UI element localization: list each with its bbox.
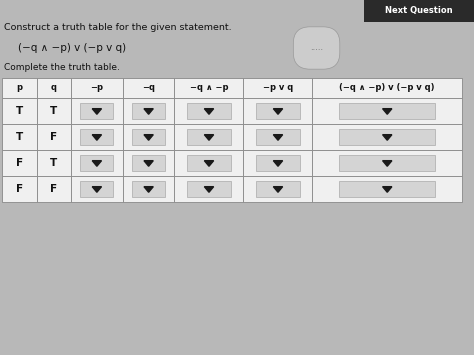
Bar	[132, 155, 165, 171]
Bar	[187, 103, 231, 119]
Bar	[312, 150, 462, 176]
Bar	[80, 155, 113, 171]
Text: T: T	[50, 106, 57, 116]
Bar	[71, 150, 123, 176]
Bar	[174, 176, 244, 202]
Polygon shape	[144, 161, 153, 166]
Polygon shape	[144, 135, 153, 140]
Text: Complete the truth table.: Complete the truth table.	[4, 64, 120, 72]
Bar	[71, 78, 123, 98]
Bar	[244, 124, 312, 150]
Polygon shape	[92, 135, 101, 140]
Text: −p v q: −p v q	[263, 83, 293, 93]
Bar	[2, 78, 36, 98]
Bar	[339, 181, 435, 197]
Bar	[312, 78, 462, 98]
Bar	[339, 155, 435, 171]
Bar	[132, 103, 165, 119]
Bar	[244, 176, 312, 202]
Polygon shape	[144, 187, 153, 192]
Bar	[36, 78, 71, 98]
Polygon shape	[144, 109, 153, 114]
Bar	[174, 98, 244, 124]
Polygon shape	[273, 187, 283, 192]
Bar	[256, 155, 300, 171]
Text: F: F	[50, 132, 57, 142]
Bar	[187, 181, 231, 197]
Bar	[80, 103, 113, 119]
Text: −p: −p	[91, 83, 103, 93]
Bar	[132, 129, 165, 145]
Text: T: T	[50, 158, 57, 168]
Polygon shape	[92, 187, 101, 192]
Text: (−q ∧ −p) v (−p v q): (−q ∧ −p) v (−p v q)	[18, 43, 126, 53]
Polygon shape	[273, 135, 283, 140]
Polygon shape	[92, 161, 101, 166]
Bar	[174, 150, 244, 176]
Polygon shape	[273, 161, 283, 166]
Polygon shape	[204, 161, 214, 166]
Text: (−q ∧ −p) v (−p v q): (−q ∧ −p) v (−p v q)	[339, 83, 435, 93]
Bar	[80, 129, 113, 145]
Bar	[132, 181, 165, 197]
Bar	[187, 155, 231, 171]
Text: F: F	[16, 158, 23, 168]
Bar	[123, 176, 174, 202]
Bar	[123, 150, 174, 176]
Polygon shape	[273, 109, 283, 114]
Polygon shape	[383, 161, 392, 166]
Bar	[339, 129, 435, 145]
FancyBboxPatch shape	[364, 0, 474, 22]
Bar	[244, 98, 312, 124]
Bar	[256, 103, 300, 119]
Polygon shape	[383, 135, 392, 140]
Bar	[339, 103, 435, 119]
Text: −q: −q	[142, 83, 155, 93]
Polygon shape	[383, 187, 392, 192]
Bar	[2, 98, 36, 124]
Bar	[123, 124, 174, 150]
Bar	[71, 124, 123, 150]
Bar	[187, 129, 231, 145]
Text: q: q	[51, 83, 57, 93]
Text: F: F	[50, 184, 57, 194]
Bar	[312, 98, 462, 124]
Bar	[36, 150, 71, 176]
Bar	[123, 98, 174, 124]
Bar	[36, 176, 71, 202]
Text: T: T	[16, 132, 23, 142]
Bar	[312, 124, 462, 150]
Text: T: T	[16, 106, 23, 116]
Text: −q ∧ −p: −q ∧ −p	[190, 83, 228, 93]
Polygon shape	[92, 109, 101, 114]
Polygon shape	[383, 109, 392, 114]
Bar	[2, 150, 36, 176]
Text: p: p	[16, 83, 22, 93]
Bar	[2, 176, 36, 202]
Polygon shape	[204, 109, 214, 114]
Bar	[71, 98, 123, 124]
Bar	[71, 176, 123, 202]
Bar	[123, 78, 174, 98]
Polygon shape	[204, 187, 214, 192]
Bar	[36, 124, 71, 150]
Bar	[80, 181, 113, 197]
Bar	[312, 176, 462, 202]
Bar	[174, 124, 244, 150]
Bar	[174, 78, 244, 98]
Polygon shape	[204, 135, 214, 140]
Bar	[36, 98, 71, 124]
Text: Next Question: Next Question	[385, 6, 453, 16]
Bar	[256, 129, 300, 145]
Text: Construct a truth table for the given statement.: Construct a truth table for the given st…	[4, 23, 232, 33]
Bar	[256, 181, 300, 197]
Text: F: F	[16, 184, 23, 194]
Bar	[244, 78, 312, 98]
Bar	[2, 124, 36, 150]
Text: .....: .....	[310, 44, 323, 53]
Bar	[244, 150, 312, 176]
